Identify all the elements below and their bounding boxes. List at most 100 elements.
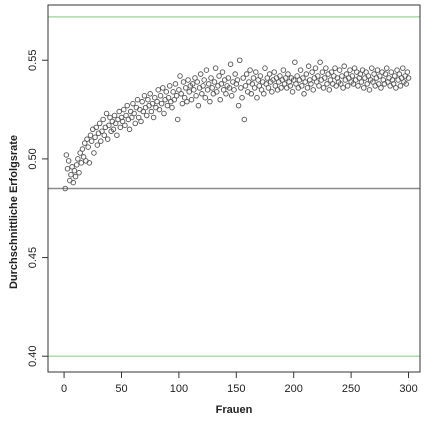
point [179,100,186,107]
point [255,77,261,83]
point [300,75,306,81]
point [139,98,145,105]
point [124,102,130,109]
point [357,71,364,77]
point [280,67,287,73]
point [236,57,243,63]
point [327,77,334,83]
point [183,85,189,91]
point [313,79,320,85]
point [298,83,305,89]
point [227,61,234,67]
point [347,67,353,73]
point [238,85,244,91]
point [173,93,180,99]
point [186,89,192,95]
point [165,94,172,101]
point [382,71,389,77]
point [294,73,300,79]
point [343,71,350,77]
point [84,136,90,142]
point [145,96,151,103]
point [160,85,166,91]
point [126,126,133,133]
point [92,134,98,140]
point [403,81,409,87]
point [80,154,87,160]
point [112,120,119,127]
y-tick-label: 0.40 [27,346,39,367]
point [129,114,135,121]
point [396,71,403,77]
x-tick-label: 150 [227,383,245,395]
point [333,83,339,89]
point [101,132,108,138]
point [72,173,79,180]
y-tick-label: 0.45 [27,247,39,268]
point [341,63,347,69]
point [350,81,357,87]
point [364,81,370,87]
point [194,79,201,85]
point [207,98,213,105]
point [317,59,323,65]
point [181,94,188,101]
point [262,65,268,71]
point [304,85,311,91]
point [388,69,395,75]
point [290,77,297,83]
point [226,85,233,91]
point [383,65,390,71]
point [366,87,373,93]
point [212,65,219,71]
point [114,132,120,138]
point [363,69,369,75]
point [122,122,128,129]
point [174,116,181,123]
point [172,81,179,87]
point [157,93,164,99]
point [93,124,99,131]
point [87,132,94,138]
x-tick-label: 300 [399,383,417,395]
point [140,108,147,115]
point [178,91,184,97]
y-tick-label: 0.55 [27,50,39,71]
point [258,87,265,93]
point [189,81,196,87]
point [231,87,237,93]
point [254,94,260,101]
point [247,67,253,73]
point [256,83,263,89]
point [161,110,167,117]
point [241,116,248,123]
point [282,75,289,81]
point [117,124,124,131]
point [302,79,308,85]
point [193,93,199,99]
point [147,91,153,97]
point [358,79,365,85]
point [104,136,111,142]
point [360,85,367,91]
point [351,65,358,71]
point [132,120,139,127]
point [155,87,161,93]
point [232,71,238,77]
point [171,96,178,103]
point [119,118,126,125]
point [266,71,273,77]
point [169,104,175,111]
point [200,83,206,89]
point [309,69,315,75]
point [188,96,195,103]
point [378,85,384,91]
point [321,75,328,81]
point [365,73,372,79]
x-axis-label: Frauen [216,404,253,416]
point [99,128,105,135]
point [148,108,155,115]
point [393,85,399,91]
point [164,102,171,109]
